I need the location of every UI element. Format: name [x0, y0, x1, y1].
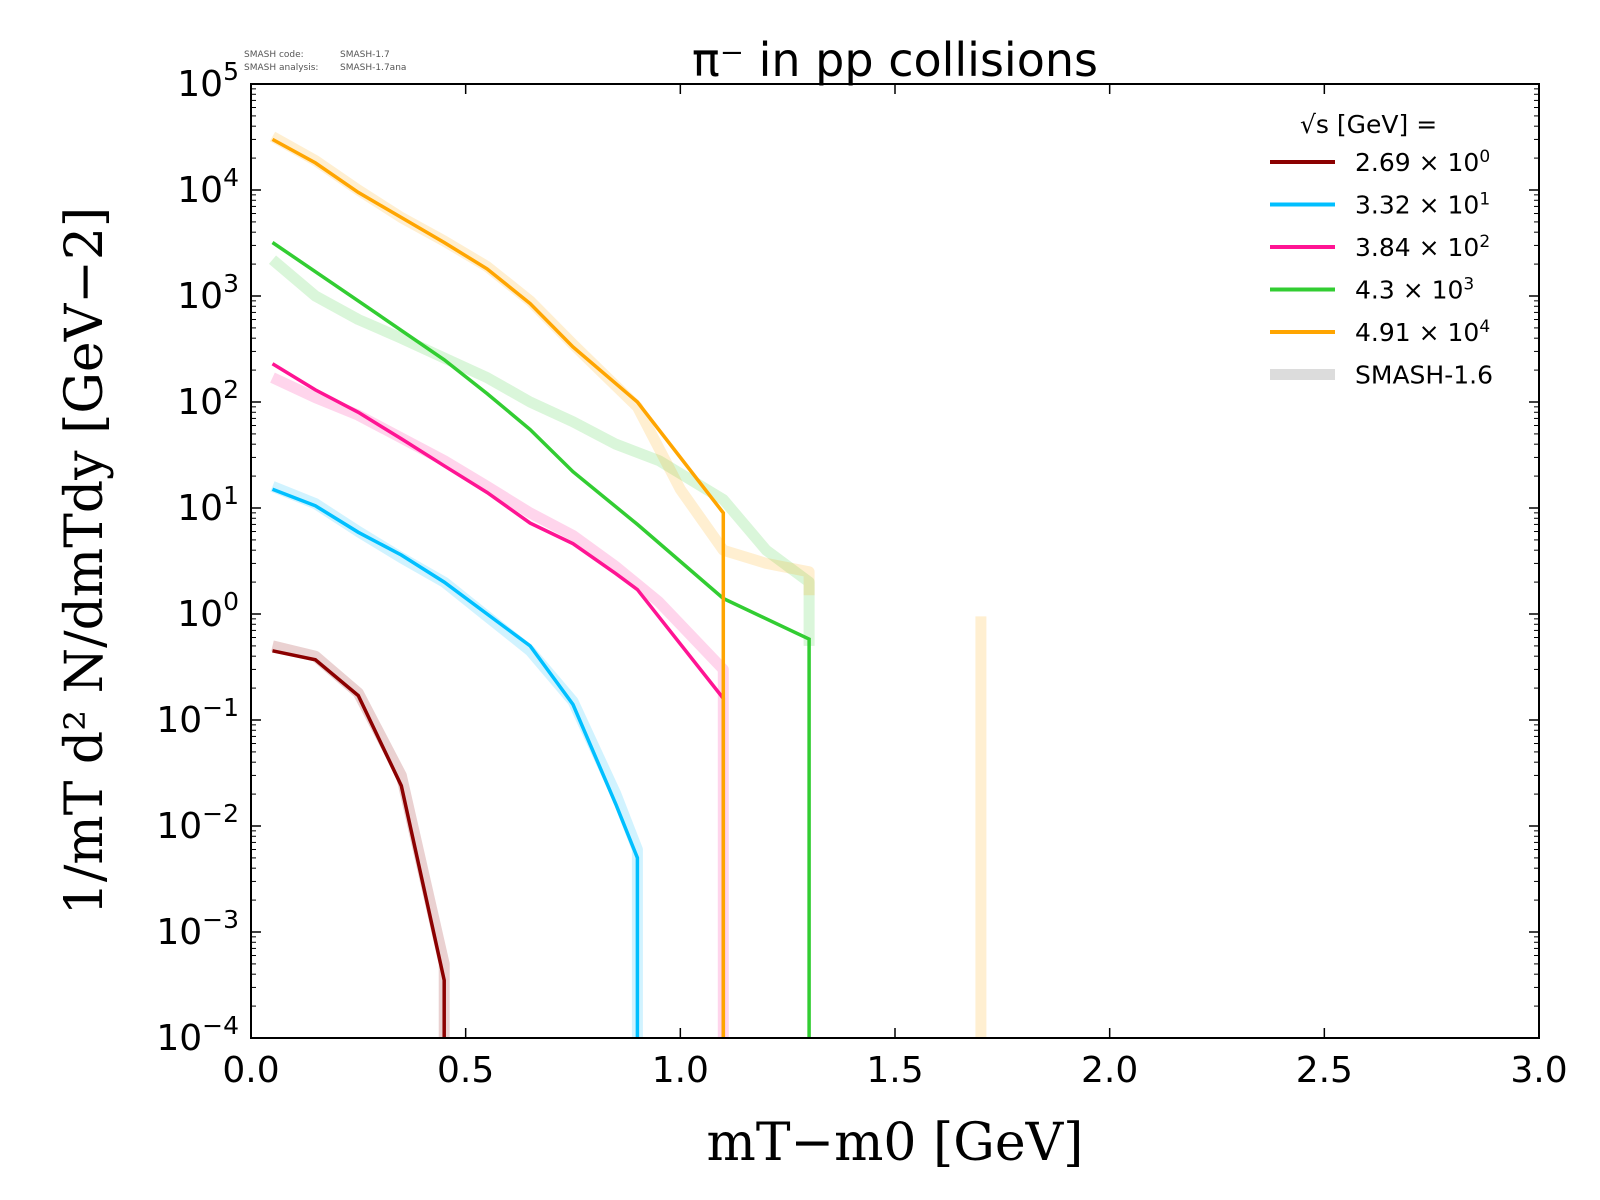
legend-label-0: 2.69 × 100	[1355, 147, 1490, 177]
reference-curves	[268, 131, 987, 1038]
y-axis: 105 104 103 102 101 100 10−1 10−2 10−3 10−4	[156, 57, 1539, 1059]
analysis-label: SMASH analysis:	[244, 63, 318, 73]
series-line-4	[271, 137, 726, 1038]
legend: √s [GeV] = 2.69 × 100 3.32 × 101 3.84 × 10…	[1270, 110, 1493, 390]
x-tick-label: 2.0	[1081, 1050, 1138, 1091]
y-tick-label: 10−3	[156, 905, 239, 953]
y-tick-label: 105	[177, 57, 239, 105]
x-tick-label: 1.0	[652, 1050, 709, 1091]
legend-label-3: 4.3 × 103	[1355, 275, 1474, 305]
y-tick-label: 10−2	[156, 799, 239, 847]
data-series	[271, 137, 811, 1038]
y-axis-label: 1/mT d² N/dmTdy [GeV−2]	[55, 207, 115, 915]
legend-label-5: SMASH-1.6	[1355, 361, 1493, 390]
y-tick-label: 104	[177, 163, 239, 211]
series-line-0	[272, 649, 446, 1038]
x-tick-label: 2.5	[1296, 1050, 1353, 1091]
y-tick-label: 100	[177, 587, 239, 635]
legend-label-4: 4.91 × 104	[1355, 317, 1490, 347]
series-line-1	[271, 487, 640, 1038]
x-tick-label: 0.0	[222, 1050, 279, 1091]
reference-curve-1	[270, 481, 643, 1038]
x-axis: 0.0 0.5 1.0 1.5 2.0 2.5 3.0	[222, 84, 1568, 1091]
legend-label-1: 3.32 × 101	[1355, 190, 1490, 220]
series-line-3	[271, 241, 811, 1038]
code-label: SMASH code:	[244, 50, 304, 60]
version-info: SMASH code: SMASH-1.7 SMASH analysis: SM…	[244, 50, 406, 73]
reference-curve-3	[268, 255, 815, 646]
x-tick-label: 1.5	[866, 1050, 923, 1091]
y-tick-label: 10−1	[156, 693, 239, 741]
legend-label-2: 3.84 × 102	[1355, 232, 1490, 262]
y-tick-label: 102	[177, 375, 239, 423]
series-line-2	[271, 362, 726, 1038]
x-axis-label: mT−m0 [GeV]	[707, 1113, 1084, 1173]
plot-frame	[250, 83, 1540, 1039]
legend-title: √s [GeV] =	[1300, 110, 1437, 139]
chart-title: π⁻ in pp collisions	[692, 33, 1098, 87]
reference-curve-0	[271, 640, 450, 1038]
x-tick-label: 3.0	[1510, 1050, 1567, 1091]
y-tick-label: 10−4	[156, 1011, 239, 1059]
analysis-value: SMASH-1.7ana	[340, 63, 406, 73]
code-value: SMASH-1.7	[340, 50, 390, 60]
reference-curve-2	[270, 372, 729, 1038]
x-tick-label: 0.5	[437, 1050, 494, 1091]
y-tick-label: 103	[177, 269, 239, 317]
y-tick-label: 101	[177, 481, 239, 529]
